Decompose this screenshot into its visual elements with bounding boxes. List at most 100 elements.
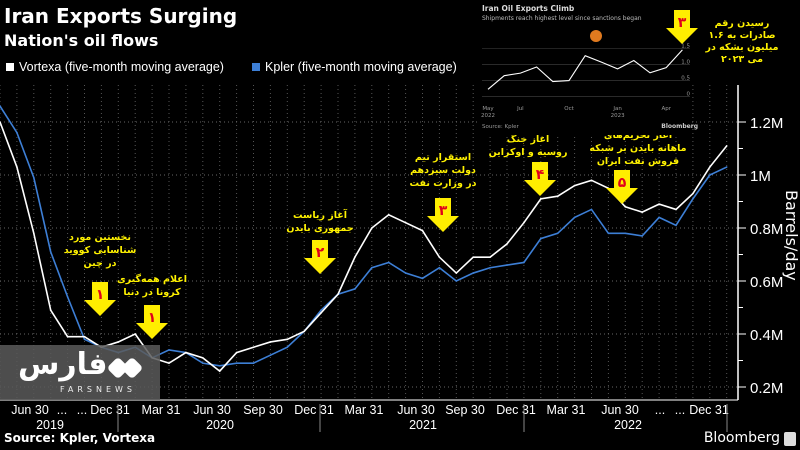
x-tick-label: ... xyxy=(57,403,67,417)
data-point xyxy=(590,208,593,211)
annotation-arrow-icon: ۳ xyxy=(427,198,459,232)
y-tick-label: 0.6M xyxy=(750,274,783,291)
arrow-number: ۳ xyxy=(678,15,687,31)
x-tick-label: Jun 30 xyxy=(397,403,435,417)
data-point xyxy=(286,346,289,349)
data-point xyxy=(725,145,728,147)
annotation-arrow-icon: ۴ xyxy=(524,162,556,196)
inset-y-tick-label: 1.0 xyxy=(681,59,690,65)
x-tick-label: Dec 31 xyxy=(496,403,536,417)
x-tick-label: Mar 31 xyxy=(547,403,586,417)
arrow-number: ۳ xyxy=(439,203,448,219)
data-point xyxy=(556,232,559,235)
y-tick-label: 0.4M xyxy=(750,327,783,344)
data-point xyxy=(218,370,221,372)
inset-x-tick-label: May xyxy=(482,106,494,112)
annotation-text: جمهوری بایدن xyxy=(286,223,353,234)
annotation-text: آغاز جنگ xyxy=(507,132,550,145)
annotation-text: دولت سیزدهم xyxy=(410,165,476,176)
inset-background xyxy=(478,0,690,135)
x-tick-label: ... xyxy=(675,403,685,417)
data-point xyxy=(269,341,272,343)
data-point xyxy=(83,338,86,341)
data-point xyxy=(404,221,407,224)
inset-bloomberg-label: Bloomberg xyxy=(661,123,698,130)
data-point xyxy=(16,131,18,134)
data-point xyxy=(49,251,52,253)
data-point xyxy=(235,362,238,364)
data-point xyxy=(692,198,694,200)
data-point xyxy=(387,213,390,216)
inset-series-line xyxy=(487,49,683,90)
data-point xyxy=(320,309,322,311)
data-point xyxy=(709,166,711,168)
data-point xyxy=(692,192,694,195)
inset-annotation-text: صادرات به ۱.۶ xyxy=(708,30,775,41)
data-point xyxy=(438,256,441,258)
inset-y-tick-label: 0.5 xyxy=(681,76,690,82)
data-point xyxy=(421,277,424,280)
x-year-label: 2019 xyxy=(36,418,64,432)
inset-source: Source: Kpler xyxy=(482,124,520,130)
x-tick-label: Sep 30 xyxy=(445,403,485,417)
data-point xyxy=(66,335,69,338)
y-tick-label: 0.8M xyxy=(750,221,783,238)
data-point xyxy=(658,203,660,205)
x-year-label: 2021 xyxy=(409,418,437,432)
data-point xyxy=(286,338,289,341)
data-point xyxy=(421,229,424,232)
data-point xyxy=(523,221,525,224)
data-point xyxy=(117,341,120,343)
farsnews-logo-icon xyxy=(106,356,146,380)
arrow-number: ۵ xyxy=(618,175,627,191)
data-point xyxy=(489,266,491,269)
x-year-label: 2022 xyxy=(614,418,642,432)
y-axis-label: Barrels/day xyxy=(782,190,800,281)
data-point xyxy=(252,362,255,364)
arrow-number: ۲ xyxy=(316,245,325,261)
annotation-text: اعلام همه‌گیری xyxy=(117,273,187,285)
data-point xyxy=(540,198,542,200)
annotation-text: روسیه و اوکراین xyxy=(489,147,568,158)
arrow-shape xyxy=(84,282,116,316)
data-point xyxy=(371,227,373,229)
arrow-number: ۱ xyxy=(148,310,157,326)
data-point xyxy=(303,330,306,333)
inset-y-tick-label: 1.5 xyxy=(681,43,690,49)
y-tick-label: 0.2M xyxy=(750,380,783,397)
data-point xyxy=(235,351,238,354)
x-tick-label: Jun 30 xyxy=(601,403,639,417)
x-tick-label: Jun 30 xyxy=(193,403,231,417)
data-point xyxy=(540,237,542,240)
data-point xyxy=(33,176,35,179)
data-point xyxy=(404,272,407,274)
data-point xyxy=(354,256,356,258)
data-point xyxy=(185,351,187,354)
data-point xyxy=(134,333,136,335)
data-point xyxy=(573,184,576,187)
series-line-vortexa xyxy=(0,121,728,373)
data-point xyxy=(387,261,390,264)
data-point xyxy=(0,121,1,123)
data-point xyxy=(49,309,52,311)
inset-title: Iran Oil Exports Climb xyxy=(482,4,575,13)
inset-x-tick-label: Apr xyxy=(661,106,671,112)
watermark-subtext: FARSNEWS xyxy=(60,385,137,394)
data-point xyxy=(590,179,593,182)
arrow-shape xyxy=(304,240,336,274)
arrow-shape xyxy=(666,10,698,44)
arrow-number: ۱ xyxy=(96,287,105,303)
data-point xyxy=(202,357,204,359)
annotation-arrow-icon: ۲ xyxy=(304,240,336,274)
arrow-shape xyxy=(606,170,638,204)
arrow-number: ۴ xyxy=(536,167,545,183)
data-point xyxy=(438,266,441,269)
legend-label-vortexa: Vortexa (five-month moving average) xyxy=(19,60,224,74)
inset-chart: Iran Oil Exports Climb Shipments reach hi… xyxy=(478,0,698,135)
data-point xyxy=(523,261,525,264)
data-point xyxy=(16,166,18,168)
arrow-shape xyxy=(524,162,556,196)
data-point xyxy=(641,211,643,213)
chart-subtitle: Nation's oil flows xyxy=(4,31,159,50)
data-point xyxy=(371,266,373,269)
